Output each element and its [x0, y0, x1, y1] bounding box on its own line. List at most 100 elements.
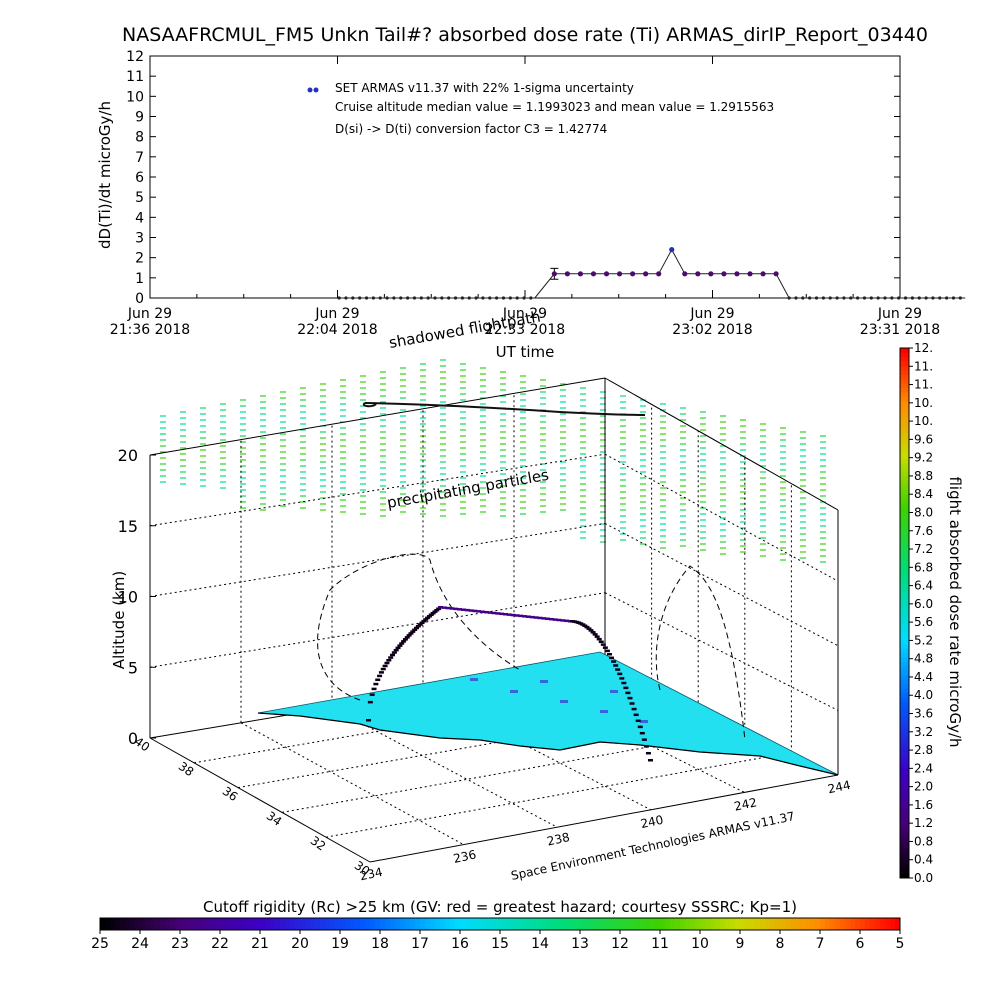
- annotation-conversion: D(si) -> D(ti) conversion factor C3 = 1.…: [335, 122, 607, 136]
- colorbar-segment: [900, 542, 909, 548]
- colorbar-tick-label: 7.6: [914, 524, 933, 538]
- rigidity-patch: [560, 700, 568, 703]
- flight-point: [522, 615, 528, 618]
- bottom-colorbar-segment: [430, 918, 436, 930]
- bottom-colorbar-segment: [760, 918, 766, 930]
- colorbar-segment: [900, 515, 909, 521]
- bottom-colorbar-tick-label: 22: [211, 936, 229, 952]
- colorbar-segment: [900, 409, 909, 415]
- bottom-colorbar-segment: [570, 918, 576, 930]
- bottom-colorbar-tick-label: 17: [411, 936, 429, 952]
- data-point: [590, 271, 597, 277]
- bottom-colorbar-segment: [450, 918, 456, 930]
- bottom-colorbar-segment: [340, 918, 346, 930]
- bottom-colorbar-segment: [245, 918, 251, 930]
- colorbar-tick-label: 9.6: [914, 432, 933, 446]
- bottom-colorbar-segment: [415, 918, 421, 930]
- flight-point: [434, 608, 440, 612]
- colorbar-tick-label: 1.2: [914, 816, 933, 830]
- bottom-colorbar-segment: [730, 918, 736, 930]
- colorbar-segment: [900, 418, 909, 424]
- rigidity-patch: [610, 690, 618, 693]
- flight-point: [395, 646, 401, 650]
- bottom-colorbar-segment: [610, 918, 616, 930]
- flight-point: [491, 611, 497, 615]
- colorbar-segment: [900, 635, 909, 640]
- bottom-colorbar-segment: [145, 918, 151, 930]
- bottom-colorbar-segment: [810, 918, 816, 930]
- flight-point: [483, 610, 489, 614]
- bottom-colorbar-tick-label: 9: [736, 936, 745, 952]
- colorbar-segment: [900, 462, 909, 468]
- colorbar-segment: [900, 666, 909, 671]
- flight-point: [397, 644, 403, 647]
- bottom-colorbar-segment: [840, 918, 846, 930]
- colorbar-segment: [900, 564, 909, 570]
- bottom-colorbar-segment: [165, 918, 171, 930]
- colorbar-segment: [900, 754, 909, 760]
- bottom-colorbar-segment: [310, 918, 316, 930]
- flight-point: [588, 629, 594, 632]
- colorbar-tick-label: 5.2: [914, 633, 933, 647]
- chart-title: NASAAFRCMUL_FM5 Unkn Tail#? absorbed dos…: [122, 24, 928, 46]
- rigidity-patch: [540, 680, 548, 683]
- bottom-colorbar-segment: [530, 918, 536, 930]
- bottom-colorbar-segment: [140, 918, 146, 930]
- legend-label: SET ARMAS v11.37 with 22% 1-sigma uncert…: [335, 81, 634, 95]
- bottom-colorbar-tick-label: 7: [816, 936, 825, 952]
- flight-point: [600, 643, 606, 646]
- y-tick-label: 0: [135, 291, 144, 307]
- bottom-colorbar-tick-label: 24: [131, 936, 149, 952]
- flight-point: [495, 612, 501, 615]
- bottom-colorbar-tick-label: 15: [491, 936, 509, 952]
- bottom-colorbar-segment: [305, 918, 311, 930]
- grid-line: [604, 592, 839, 711]
- flight-point: [619, 677, 625, 680]
- colorbar-tick-label: 6.0: [914, 597, 933, 611]
- flight-point: [384, 661, 390, 665]
- rigidity-patch: [600, 710, 608, 713]
- flight-point: [514, 614, 520, 617]
- colorbar-segment: [900, 555, 909, 561]
- data-point: [630, 271, 636, 277]
- flight-track-top: [362, 402, 377, 408]
- colorbar-tick-label: 2.8: [914, 743, 933, 757]
- flight-point: [480, 610, 486, 614]
- bottom-colorbar-segment: [615, 918, 621, 930]
- data-point: [734, 271, 740, 277]
- bottom-colorbar-segment: [295, 918, 301, 930]
- colorbar-segment: [900, 493, 909, 499]
- bottom-colorbar-segment: [365, 918, 371, 930]
- bottom-colorbar-tick-label: 23: [171, 936, 189, 952]
- colorbar-segment: [900, 348, 909, 353]
- flight-point: [421, 619, 427, 623]
- flight-point: [391, 651, 397, 654]
- colorbar-segment: [900, 745, 909, 751]
- bottom-colorbar-segment: [800, 918, 806, 930]
- rigidity-patch: [470, 678, 478, 681]
- data-point: [695, 271, 701, 277]
- bottom-colorbar-segment: [200, 918, 206, 930]
- z-tick-label: 5: [128, 658, 138, 677]
- data-point: [577, 271, 584, 277]
- bottom-colorbar-segment: [190, 918, 196, 930]
- annotation-precipitating-particles: precipitating particles: [386, 466, 551, 512]
- flight-point: [625, 691, 631, 695]
- bottom-colorbar-segment: [360, 918, 366, 930]
- colorbar-segment: [900, 436, 909, 442]
- longitude-tick-label: 234: [359, 865, 384, 883]
- bottom-colorbar-tick-label: 12: [611, 936, 629, 952]
- bottom-colorbar-segment: [535, 918, 541, 930]
- bottom-colorbar-segment: [785, 918, 791, 930]
- bottom-colorbar-segment: [580, 918, 586, 930]
- colorbar-segment: [900, 533, 909, 539]
- colorbar-segment: [900, 648, 909, 654]
- bottom-colorbar-segment: [845, 918, 851, 930]
- colorbar-segment: [900, 370, 909, 375]
- flight-point: [375, 678, 381, 682]
- bottom-colorbar-segment: [110, 918, 116, 930]
- bottom-colorbar-segment: [475, 918, 481, 930]
- colorbar-segment: [900, 613, 909, 618]
- y-tick-label: 12: [126, 49, 144, 65]
